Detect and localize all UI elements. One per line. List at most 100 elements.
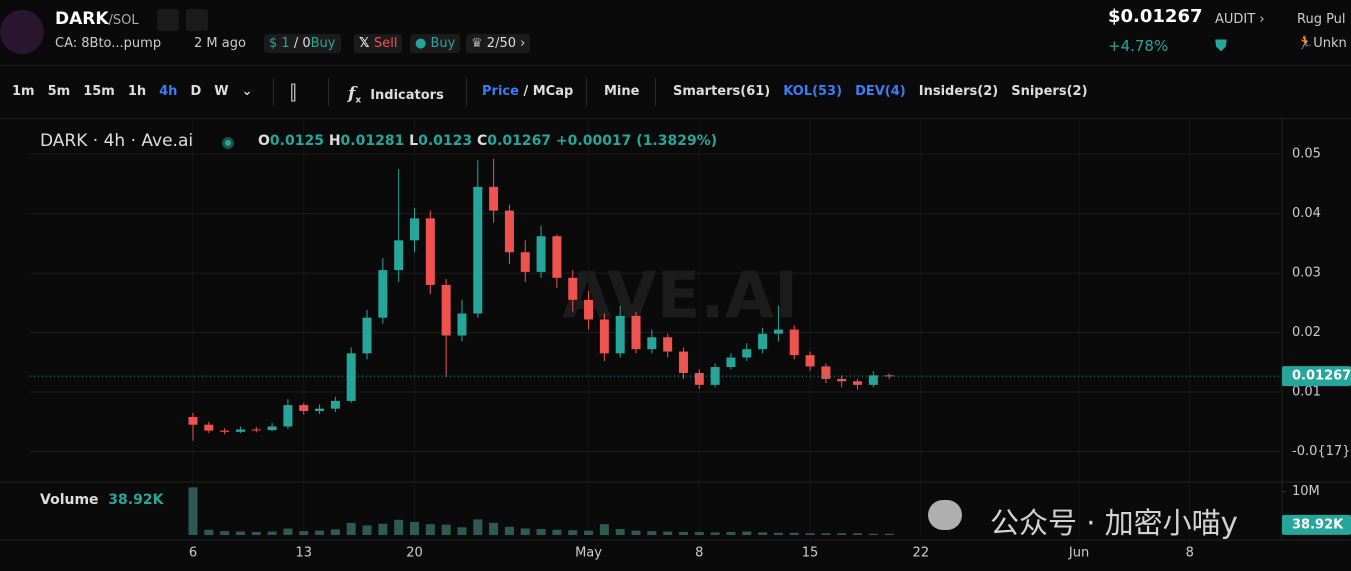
y-tick-label: -0.0{17}3	[1292, 444, 1351, 459]
volume-bar	[678, 531, 688, 535]
volume-bar	[584, 530, 594, 535]
candle-body	[773, 329, 783, 334]
y-tick-label: 0.05	[1292, 147, 1321, 162]
candle-body	[299, 405, 309, 412]
volume-bar	[394, 519, 404, 535]
volume-bar	[758, 532, 768, 535]
interval[interactable]: 1m	[12, 84, 35, 99]
candle-body	[235, 429, 245, 432]
snipers-filter[interactable]: Snipers(2)	[1011, 84, 1088, 99]
volume-bar	[694, 531, 704, 535]
token-avatar[interactable]	[0, 10, 44, 54]
kol-filter[interactable]: KOL(53)	[783, 84, 843, 99]
x-tick-label: May	[575, 546, 602, 561]
x-tick-label: 20	[406, 546, 423, 561]
volume-bar	[425, 524, 435, 535]
x-tick-label: 6	[189, 546, 197, 561]
interval-active[interactable]: 4h	[159, 84, 178, 99]
buy-sell-counter[interactable]: $ 1 / 0Buy	[264, 34, 341, 53]
volume-bar	[837, 533, 847, 535]
insiders-filter[interactable]: Insiders(2)	[918, 84, 999, 99]
candle-body	[615, 315, 625, 354]
wechat-icon	[928, 500, 962, 530]
ohlc-legend: O0.0125 H0.01281 L0.0123 C0.01267 +0.000…	[258, 133, 717, 149]
interval[interactable]: 5m	[47, 84, 71, 99]
candle-body	[188, 416, 198, 425]
candle-body	[409, 218, 419, 241]
legend-label: H	[328, 133, 341, 149]
mine-button[interactable]: Mine	[604, 84, 640, 99]
candle-body	[599, 319, 609, 354]
sell-chip[interactable]: 𝕏 Sell	[354, 34, 403, 53]
x-tick-label: 13	[295, 546, 312, 561]
buys: 1	[281, 36, 290, 51]
age: 2 M ago	[194, 36, 246, 51]
pill-button[interactable]	[186, 9, 208, 31]
legend-change: +0.00017 (1.3829%)	[555, 133, 718, 149]
holders: 2/50	[486, 36, 516, 51]
status-dot	[222, 137, 234, 149]
audit-label: AUDIT	[1215, 12, 1256, 27]
mcap-toggle: / MCap	[523, 84, 574, 99]
rug-value: Unkn	[1313, 36, 1347, 51]
volume-bar	[742, 531, 752, 535]
interval[interactable]: 1h	[127, 84, 147, 99]
candle-body	[742, 349, 752, 358]
volume-bar	[568, 530, 578, 535]
buy-chip[interactable]: ● Buy	[410, 34, 461, 53]
volume-bar	[615, 528, 625, 535]
candle-body	[631, 315, 641, 350]
interval[interactable]: W	[214, 84, 229, 99]
candle-body	[394, 240, 404, 271]
candle-body	[663, 337, 673, 352]
candle-body	[220, 430, 230, 432]
candle-body	[694, 372, 704, 385]
candle-body	[536, 236, 546, 272]
candle-body	[504, 210, 514, 253]
smarters-filter[interactable]: Smarters(61)	[673, 84, 771, 99]
volume-bar	[204, 529, 214, 535]
sells: 0	[302, 36, 311, 51]
candle-body	[267, 426, 277, 431]
search-button[interactable]	[157, 9, 179, 31]
indicators-button[interactable]: fx Indicators	[348, 84, 444, 106]
volume-bar	[251, 531, 261, 535]
last-price-badge	[1282, 366, 1351, 387]
last-volume-label: 38.92K	[1292, 517, 1344, 532]
volume-bar	[805, 533, 815, 535]
volume-title: Volume	[40, 492, 99, 508]
audit[interactable]: AUDIT ›	[1215, 12, 1265, 27]
interval[interactable]: 15m	[83, 84, 115, 99]
candle-body	[473, 186, 483, 314]
volume-bar	[315, 530, 325, 535]
price-mcap-toggle[interactable]: Price / MCap	[482, 84, 573, 99]
legend-value: 0.0123	[418, 133, 473, 149]
holders-chip[interactable]: ♛ 2/50 ›	[466, 34, 531, 53]
candle-body	[362, 317, 372, 354]
volume-bar	[267, 531, 277, 535]
separator	[328, 78, 329, 106]
legend-label: O	[258, 133, 270, 149]
candle-body	[710, 367, 720, 385]
candle-body	[489, 186, 499, 211]
candle-body	[520, 252, 530, 272]
candle-type-button[interactable]: ⫿	[290, 80, 297, 104]
rug-pull-title: Rug Pul	[1297, 12, 1346, 27]
last-volume-badge	[1282, 514, 1351, 535]
contract-address[interactable]: CA: 8Bto...pump	[55, 36, 162, 51]
price-toggle: Price	[482, 84, 519, 99]
volume-bar	[299, 531, 309, 535]
legend-value: 0.0125	[269, 133, 324, 149]
token-name[interactable]: DARK/SOL	[55, 9, 139, 29]
candle-body	[283, 405, 293, 427]
candle-body	[425, 218, 435, 285]
separator	[655, 78, 656, 106]
watermark: 公众号 · 加密小喵y	[990, 506, 1238, 540]
dev-filter[interactable]: DEV(4)	[855, 84, 906, 99]
volume-bar	[235, 531, 245, 535]
candle-body	[821, 366, 831, 379]
interval[interactable]: D	[190, 84, 202, 99]
volume-bar	[536, 528, 546, 535]
